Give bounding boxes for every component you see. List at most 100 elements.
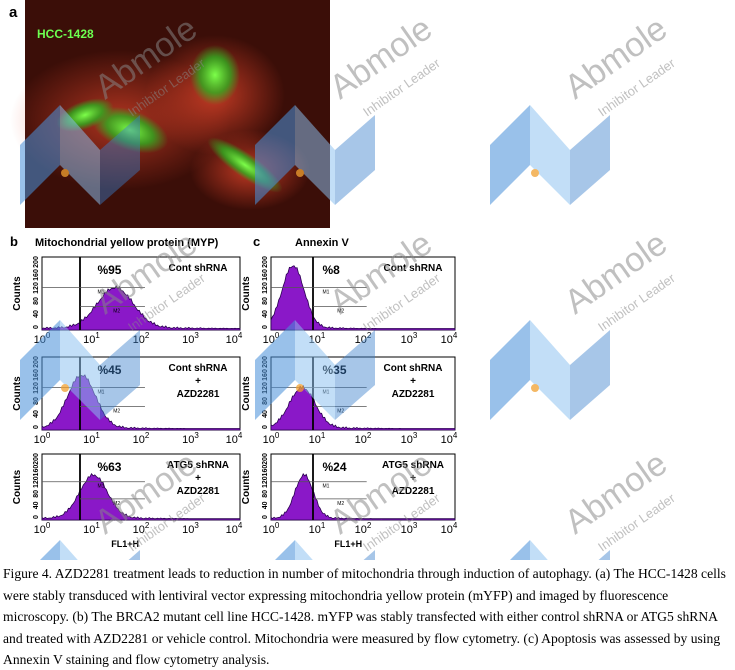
tick-base: 10 xyxy=(226,334,238,346)
y-tick-label: 80 xyxy=(262,490,269,498)
tick-base: 10 xyxy=(441,334,453,346)
tick-base: 10 xyxy=(83,524,95,536)
tick-base: 10 xyxy=(263,334,275,346)
gate-label: M2 xyxy=(113,501,120,507)
condition: AZD2281 xyxy=(177,389,220,400)
y-axis-label: Counts xyxy=(241,469,252,504)
watermark-logo xyxy=(295,105,335,205)
x-tick-label: 100 xyxy=(263,331,280,346)
y-axis-label: Counts xyxy=(241,276,252,311)
tick-exponent: 3 xyxy=(413,521,418,530)
condition: ATG5 shRNA xyxy=(167,460,229,471)
condition: Cont shRNA xyxy=(169,363,228,374)
x-tick-label: 101 xyxy=(309,431,326,446)
tick-exponent: 4 xyxy=(238,431,243,440)
watermark-logo xyxy=(570,330,610,420)
y-tick-label: 40 xyxy=(262,410,269,418)
histogram xyxy=(41,472,241,521)
x-tick-label: 100 xyxy=(263,521,280,536)
y-tick-label: 40 xyxy=(262,310,269,318)
gate-label: M1 xyxy=(97,484,104,490)
percent: %45 xyxy=(97,363,121,377)
watermark-logo xyxy=(60,540,78,560)
watermark-logo xyxy=(530,320,570,420)
tick-exponent: 2 xyxy=(367,521,372,530)
condition: AZD2281 xyxy=(392,389,435,400)
tick-base: 10 xyxy=(182,434,194,446)
tick-exponent: 1 xyxy=(321,331,326,340)
tick-exponent: 1 xyxy=(321,521,326,530)
x-tick-label: 104 xyxy=(441,431,458,446)
tick-base: 10 xyxy=(226,434,238,446)
y-tick-label: 160 xyxy=(33,465,40,477)
x-tick-label: 101 xyxy=(83,521,100,536)
tick-base: 10 xyxy=(83,334,95,346)
gate-label: M1 xyxy=(323,484,330,490)
watermark-logo xyxy=(490,320,530,420)
y-tick-label: 0 xyxy=(262,515,269,519)
y-tick-label: 0 xyxy=(262,325,269,329)
watermark-logo xyxy=(295,540,313,560)
watermark-logo xyxy=(530,540,548,560)
y-tick-label: 120 xyxy=(262,282,269,294)
y-tick-label: 200 xyxy=(33,256,40,268)
x-tick-label: 104 xyxy=(441,331,458,346)
tick-base: 10 xyxy=(263,524,275,536)
tick-exponent: 3 xyxy=(194,331,199,340)
y-tick-label: 80 xyxy=(33,490,40,498)
tick-exponent: 0 xyxy=(275,331,280,340)
condition: ATG5 shRNA xyxy=(382,460,444,471)
tick-exponent: 1 xyxy=(95,521,100,530)
condition: + xyxy=(195,376,201,387)
condition: + xyxy=(195,473,201,484)
y-axis-label: Counts xyxy=(12,276,23,311)
tick-exponent: 4 xyxy=(238,331,243,340)
tick-exponent: 4 xyxy=(453,331,458,340)
watermark-logo xyxy=(60,320,100,420)
x-tick-label: 102 xyxy=(133,521,150,536)
x-tick-label: 100 xyxy=(34,431,51,446)
x-tick-label: 104 xyxy=(226,331,243,346)
tick-exponent: 4 xyxy=(453,431,458,440)
panel-label: b xyxy=(10,234,18,249)
y-axis-label: Counts xyxy=(12,376,23,411)
tick-base: 10 xyxy=(34,524,46,536)
watermark-logo xyxy=(255,320,295,420)
tick-exponent: 0 xyxy=(46,431,51,440)
tick-exponent: 3 xyxy=(413,331,418,340)
y-tick-label: 0 xyxy=(262,425,269,429)
tick-base: 10 xyxy=(355,334,367,346)
caption: Figure 4. AZD2281 treatment leads to red… xyxy=(3,566,726,667)
tick-base: 10 xyxy=(34,434,46,446)
watermark-logo xyxy=(295,320,335,420)
tick-base: 10 xyxy=(441,524,453,536)
gate-label: M1 xyxy=(323,290,330,296)
histogram xyxy=(270,265,456,331)
x-tick-label: 101 xyxy=(83,431,100,446)
tick-base: 10 xyxy=(182,524,194,536)
tick-exponent: 3 xyxy=(194,521,199,530)
x-axis-label: FL1+H xyxy=(334,539,362,549)
tick-exponent: 2 xyxy=(367,331,372,340)
watermark-logo xyxy=(40,540,60,560)
percent: %63 xyxy=(97,460,121,474)
tick-exponent: 2 xyxy=(145,431,150,440)
y-tick-label: 160 xyxy=(33,269,40,281)
y-tick-label: 200 xyxy=(33,453,40,465)
tick-base: 10 xyxy=(133,434,145,446)
percent: %95 xyxy=(97,263,121,277)
tick-exponent: 1 xyxy=(321,431,326,440)
watermark-dot xyxy=(531,169,539,177)
y-axis-label: Counts xyxy=(241,376,252,411)
tick-base: 10 xyxy=(401,334,413,346)
y-tick-label: 40 xyxy=(33,410,40,418)
watermark-dot xyxy=(296,384,304,392)
x-tick-label: 103 xyxy=(401,431,418,446)
cell-line-label: HCC-1428 xyxy=(37,27,94,41)
tick-base: 10 xyxy=(309,524,321,536)
condition: + xyxy=(410,376,416,387)
